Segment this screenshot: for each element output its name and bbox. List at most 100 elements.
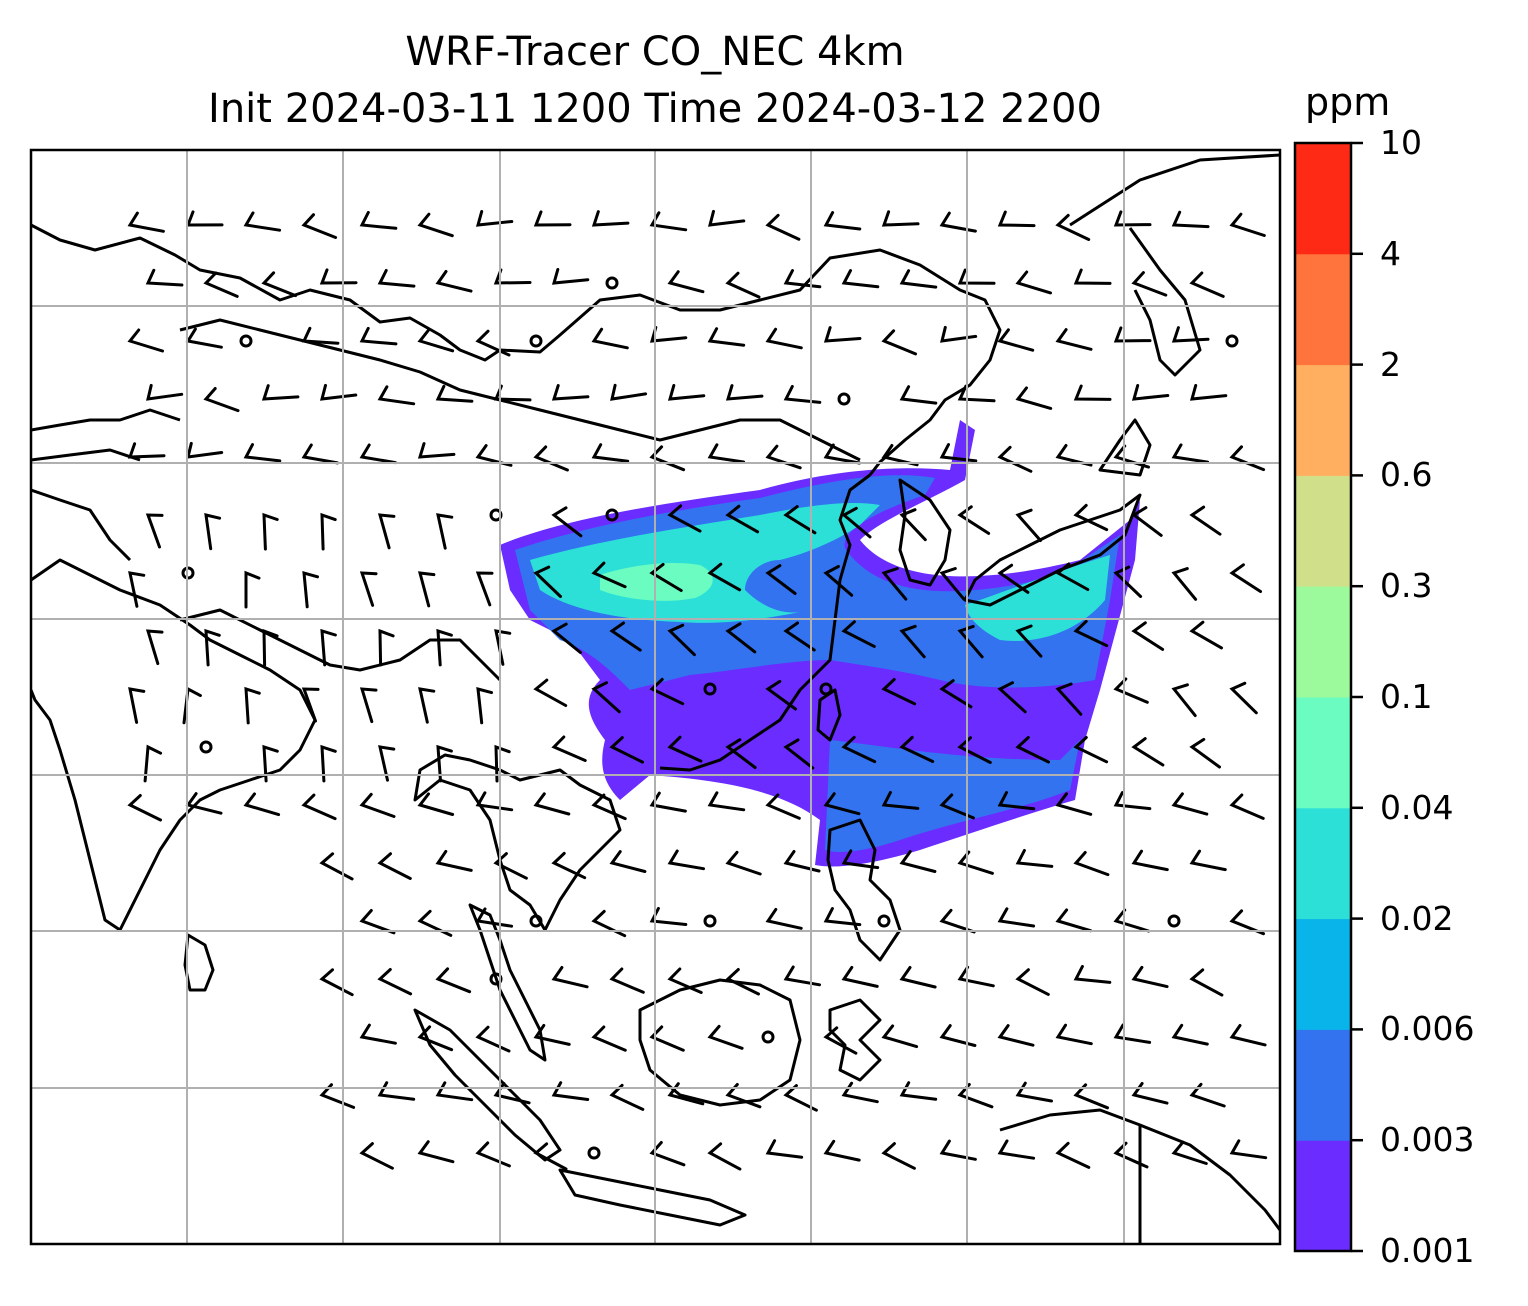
wind-barb: [475, 329, 511, 357]
wind-barb: [551, 1081, 590, 1101]
wind-barb: [1229, 1139, 1268, 1160]
colorbar: [1295, 141, 1363, 1253]
wind-barb: [435, 1081, 474, 1102]
wind-barb: [417, 571, 436, 608]
wind-barb: [823, 211, 862, 231]
colorbar-swatch: [1295, 586, 1351, 698]
wind-barb: [1015, 849, 1054, 868]
wind-barb: [997, 210, 1036, 228]
colorbar-frame: [1293, 141, 1353, 1253]
wind-barb: [359, 571, 378, 607]
wind-barb: [841, 506, 872, 539]
wind-barb: [649, 907, 688, 926]
wind-barb: [359, 1023, 397, 1045]
co-plume: [500, 420, 1140, 867]
wind-barb: [185, 210, 224, 227]
wind-barb: [881, 678, 917, 706]
wind-barb: [418, 687, 436, 724]
wind-barb: [725, 504, 760, 534]
wind-barb: [319, 268, 358, 285]
wind-barb: [649, 791, 687, 813]
wind-barb: [649, 326, 688, 343]
coast-westasia: [31, 408, 181, 562]
wind-barb: [262, 744, 279, 783]
wind-barb: [591, 443, 630, 463]
wind-barb: [997, 445, 1033, 473]
wind-barb: [243, 443, 282, 463]
calm-marker: [1225, 334, 1239, 348]
wind-barb: [301, 443, 339, 465]
wind-barb: [1055, 682, 1083, 716]
wind-barb: [1073, 965, 1112, 984]
wind-barb: [841, 269, 880, 289]
wind-barb: [1073, 736, 1109, 764]
wind-barb: [1015, 270, 1052, 295]
wind-barb: [649, 1025, 685, 1052]
wind-barb: [320, 628, 337, 667]
wind-barb: [667, 623, 696, 657]
wind-barb: [939, 1024, 977, 1047]
wind-barb: [1171, 683, 1197, 718]
wind-barb: [204, 513, 222, 551]
wind-barb: [1189, 968, 1224, 997]
wind-barb: [435, 849, 473, 872]
wind-barb: [1131, 621, 1165, 651]
wind-barb: [533, 210, 572, 227]
calm-marker: [819, 682, 833, 696]
colorbar-tick-label: 0.006: [1380, 1009, 1475, 1049]
wind-barb: [899, 1081, 938, 1101]
wind-barb: [186, 441, 224, 459]
wind-barb: [765, 1139, 804, 1159]
wind-barb: [319, 968, 354, 997]
wind-barb: [667, 735, 703, 763]
coast-sulawesi: [828, 998, 882, 1082]
wind-barb: [301, 793, 337, 821]
wind-barb: [939, 211, 977, 233]
coast-siberia: [1069, 153, 1280, 377]
wind-barb: [1113, 210, 1152, 227]
wind-barb: [899, 735, 935, 763]
wind-barb: [765, 564, 797, 595]
calm-marker: [1167, 914, 1181, 928]
wind-barb: [1113, 326, 1152, 343]
wind-barb: [957, 965, 995, 988]
coast-malay: [468, 903, 547, 1062]
wind-barb: [1189, 849, 1227, 872]
wind-barb: [378, 745, 396, 782]
map-subtitle: Init 2024-03-11 1200 Time 2024-03-12 220…: [208, 86, 1102, 132]
colorbar-swatch: [1295, 143, 1351, 255]
calm-marker: [239, 334, 253, 348]
wind-barb: [1131, 849, 1169, 872]
wind-barb: [302, 570, 319, 609]
wind-barb: [957, 384, 996, 403]
wind-barb: [765, 907, 803, 930]
coast-tibet-border: [179, 608, 502, 682]
wind-barb: [127, 211, 165, 233]
calm-marker: [529, 914, 543, 928]
wind-barb: [1073, 503, 1109, 532]
wind-barb: [145, 268, 184, 287]
wind-barb: [320, 744, 337, 783]
wind-barb: [378, 628, 395, 667]
wind-barb: [533, 565, 562, 598]
wind-barb: [1131, 1082, 1169, 1105]
colorbar-tick-label: 0.001: [1380, 1231, 1475, 1270]
colorbar-swatch: [1295, 475, 1351, 587]
wind-barb: [591, 1025, 627, 1052]
wind-barb: [417, 792, 455, 816]
wind-barb: [320, 512, 337, 551]
wind-barb: [551, 506, 583, 538]
wind-barb: [377, 513, 396, 550]
wind-barb: [1073, 268, 1112, 285]
wind-barb: [591, 793, 627, 821]
wind-barb: [203, 271, 239, 298]
wind-barb: [551, 268, 590, 285]
wind-barb: [301, 687, 320, 723]
coast-india: [31, 558, 317, 932]
wind-barb: [359, 909, 396, 935]
wind-barb: [725, 622, 757, 654]
wind-barb: [841, 620, 876, 648]
wind-barb: [707, 791, 746, 812]
map-frame: [29, 148, 1282, 1246]
